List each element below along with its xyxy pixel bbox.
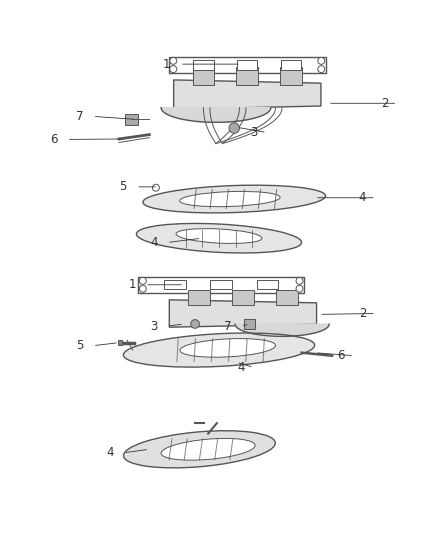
Text: 6: 6 — [337, 349, 345, 362]
Circle shape — [318, 58, 325, 64]
Bar — [164, 280, 186, 289]
Circle shape — [152, 184, 159, 191]
Bar — [193, 60, 214, 70]
Text: 3: 3 — [150, 320, 157, 333]
Text: 1: 1 — [128, 278, 136, 291]
Text: 2: 2 — [359, 307, 366, 320]
Bar — [118, 341, 122, 345]
Text: 1: 1 — [163, 58, 170, 70]
Circle shape — [318, 66, 325, 72]
Bar — [125, 114, 138, 125]
Circle shape — [139, 277, 146, 284]
Circle shape — [170, 58, 177, 64]
Text: 7: 7 — [224, 320, 231, 333]
Ellipse shape — [124, 431, 276, 468]
Text: 7: 7 — [76, 110, 84, 123]
Ellipse shape — [180, 191, 280, 207]
Circle shape — [229, 123, 240, 133]
Ellipse shape — [143, 185, 325, 213]
Text: 4: 4 — [237, 361, 244, 374]
Ellipse shape — [124, 333, 314, 367]
Bar — [237, 60, 258, 70]
Bar — [257, 280, 278, 289]
Bar — [193, 67, 214, 85]
Ellipse shape — [161, 439, 255, 460]
Circle shape — [296, 277, 303, 284]
Text: 2: 2 — [381, 97, 388, 110]
Text: 4: 4 — [106, 446, 114, 459]
Ellipse shape — [180, 338, 276, 357]
Bar — [138, 277, 304, 293]
Text: 5: 5 — [120, 180, 127, 193]
Ellipse shape — [176, 229, 262, 244]
Bar — [169, 56, 325, 73]
Text: 4: 4 — [359, 191, 366, 204]
Text: 5: 5 — [76, 339, 83, 352]
Polygon shape — [161, 108, 271, 123]
Bar — [188, 290, 210, 305]
Circle shape — [296, 285, 303, 292]
Bar — [280, 67, 302, 85]
Circle shape — [139, 285, 146, 292]
Text: 3: 3 — [250, 126, 258, 139]
Bar — [276, 290, 298, 305]
Circle shape — [170, 66, 177, 72]
Bar — [281, 60, 301, 70]
Bar — [237, 67, 258, 85]
Polygon shape — [170, 300, 317, 327]
Text: 4: 4 — [150, 236, 158, 249]
Circle shape — [191, 320, 199, 328]
Ellipse shape — [136, 223, 302, 253]
Polygon shape — [173, 80, 321, 109]
Polygon shape — [235, 324, 329, 336]
Bar — [244, 319, 254, 329]
Bar — [232, 290, 254, 305]
Text: 6: 6 — [50, 133, 57, 146]
Bar — [210, 280, 232, 289]
